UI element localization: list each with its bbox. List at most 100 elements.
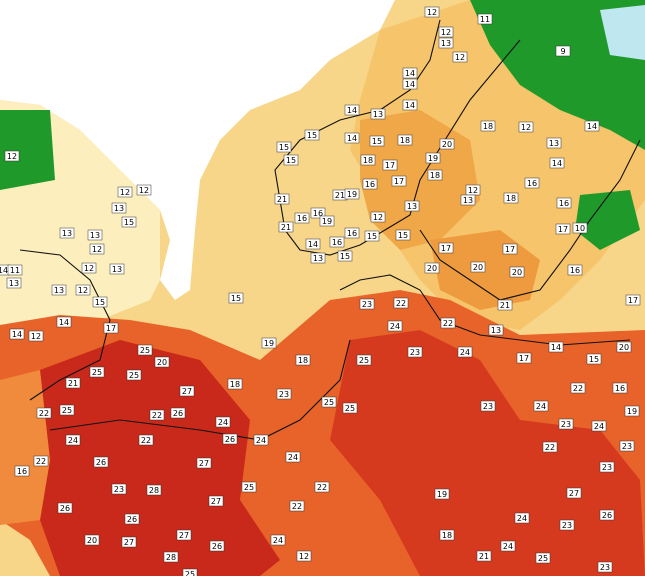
temperature-label: 14 bbox=[347, 106, 357, 115]
temperature-label: 21 bbox=[335, 191, 345, 200]
temperature-label: 20 bbox=[157, 358, 167, 367]
temperature-label: 26 bbox=[127, 515, 137, 524]
temperature-label: 12 bbox=[373, 213, 383, 222]
temperature-label: 12 bbox=[120, 188, 130, 197]
no-data-sea bbox=[0, 0, 395, 300]
label-box bbox=[289, 500, 305, 512]
label-box bbox=[89, 243, 105, 255]
temperature-label: 12 bbox=[84, 264, 94, 273]
temperature-label: 22 bbox=[317, 483, 327, 492]
temperature-label: 18 bbox=[400, 136, 410, 145]
label-box bbox=[439, 138, 455, 150]
label-box bbox=[285, 451, 301, 463]
label-box bbox=[599, 509, 615, 521]
temperature-label: 27 bbox=[569, 489, 579, 498]
label-box bbox=[393, 297, 409, 309]
temperature-label: 16 bbox=[365, 180, 375, 189]
temperature-label: 26 bbox=[602, 511, 612, 520]
temperature-label: 26 bbox=[96, 458, 106, 467]
label-box bbox=[270, 534, 286, 546]
label-box bbox=[321, 396, 337, 408]
label-box bbox=[457, 346, 473, 358]
temperature-label: 17 bbox=[558, 225, 568, 234]
label-box bbox=[434, 488, 450, 500]
label-box bbox=[56, 316, 72, 328]
label-box bbox=[208, 495, 224, 507]
temperature-label: 12 bbox=[31, 332, 41, 341]
label-box bbox=[425, 152, 441, 164]
label-box bbox=[370, 211, 386, 223]
temperature-label: 24 bbox=[390, 322, 400, 331]
label-box bbox=[9, 328, 25, 340]
label-box bbox=[89, 366, 105, 378]
temperature-label: 23 bbox=[114, 485, 124, 494]
temperature-label: 13 bbox=[313, 254, 323, 263]
label-box bbox=[395, 229, 411, 241]
temperature-label: 24 bbox=[460, 348, 470, 357]
label-box bbox=[7, 264, 23, 276]
temperature-label: 21 bbox=[68, 379, 78, 388]
temperature-label: 22 bbox=[36, 457, 46, 466]
temperature-label: 19 bbox=[627, 407, 637, 416]
temperature-label: 12 bbox=[441, 28, 451, 37]
label-box bbox=[364, 230, 380, 242]
label-box bbox=[502, 243, 518, 255]
temperature-label: 23 bbox=[600, 563, 610, 572]
temperature-label: 23 bbox=[410, 348, 420, 357]
temperature-label: 24 bbox=[273, 536, 283, 545]
temperature-label: 16 bbox=[527, 179, 537, 188]
label-box bbox=[136, 184, 152, 196]
temperature-label: 12 bbox=[139, 186, 149, 195]
label-box bbox=[93, 456, 109, 468]
label-box bbox=[274, 193, 290, 205]
label-box bbox=[497, 299, 513, 311]
label-box bbox=[241, 481, 257, 493]
temperature-label: 20 bbox=[619, 343, 629, 352]
label-box bbox=[514, 512, 530, 524]
label-box bbox=[369, 135, 385, 147]
label-box bbox=[356, 354, 372, 366]
label-box bbox=[452, 51, 468, 63]
temperature-label: 12 bbox=[427, 8, 437, 17]
label-box bbox=[6, 277, 22, 289]
temperature-label: 13 bbox=[9, 279, 19, 288]
temperature-label: 25 bbox=[359, 356, 369, 365]
label-box bbox=[121, 536, 137, 548]
temperature-label: 16 bbox=[297, 214, 307, 223]
temperature-label: 17 bbox=[106, 324, 116, 333]
temperature-label: 16 bbox=[17, 467, 27, 476]
temperature-label: 19 bbox=[322, 217, 332, 226]
temperature-label: 27 bbox=[199, 459, 209, 468]
temperature-label: 21 bbox=[277, 195, 287, 204]
label-box bbox=[137, 344, 153, 356]
label-box bbox=[402, 67, 418, 79]
label-box bbox=[33, 455, 49, 467]
temperature-label: 27 bbox=[211, 497, 221, 506]
label-box bbox=[154, 356, 170, 368]
temperature-label: 15 bbox=[367, 232, 377, 241]
temperature-label: 20 bbox=[87, 536, 97, 545]
temperature-label: 17 bbox=[441, 244, 451, 253]
temperature-label: 26 bbox=[173, 409, 183, 418]
label-box bbox=[387, 320, 403, 332]
label-box bbox=[488, 324, 504, 336]
temperature-label: 17 bbox=[505, 245, 515, 254]
label-box bbox=[126, 369, 142, 381]
temperature-label: 22 bbox=[39, 409, 49, 418]
temperature-label: 27 bbox=[182, 387, 192, 396]
temperature-label: 13 bbox=[114, 204, 124, 213]
temperature-label: 15 bbox=[398, 231, 408, 240]
temperature-label: 13 bbox=[441, 39, 451, 48]
temperature-label: 14 bbox=[347, 134, 357, 143]
label-box bbox=[51, 284, 67, 296]
label-box bbox=[87, 229, 103, 241]
temperature-label: 23 bbox=[622, 442, 632, 451]
temperature-label: 10 bbox=[575, 224, 585, 233]
temperature-label: 25 bbox=[244, 483, 254, 492]
temperature-label: 22 bbox=[141, 436, 151, 445]
temperature-label: 21 bbox=[479, 552, 489, 561]
temperature-label: 12 bbox=[7, 152, 17, 161]
label-box bbox=[584, 120, 600, 132]
temperature-label: 24 bbox=[517, 514, 527, 523]
temperature-label: 19 bbox=[264, 339, 274, 348]
